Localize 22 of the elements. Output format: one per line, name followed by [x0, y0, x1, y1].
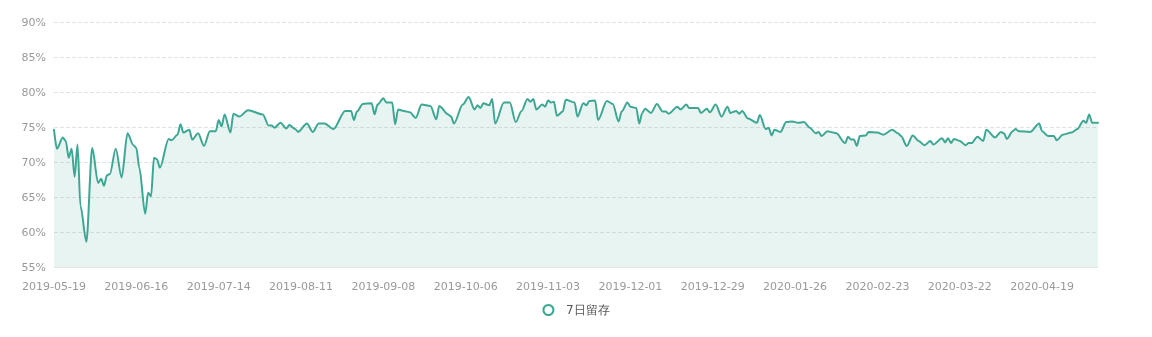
x-tick-label: 2019-05-19 [22, 280, 86, 293]
y-tick-label: 80% [21, 85, 46, 99]
x-tick-label: 2020-03-22 [927, 280, 992, 293]
y-tick-label: 55% [21, 260, 46, 274]
x-tick-label: 2019-12-29 [680, 280, 745, 293]
y-tick-label: 75% [21, 120, 46, 134]
x-tick-label: 2019-07-14 [186, 280, 251, 293]
x-tick-label: 2020-02-23 [845, 280, 910, 293]
y-tick-label: 90% [21, 15, 46, 29]
y-tick-label: 60% [21, 225, 46, 239]
x-tick-label: 2019-12-01 [598, 280, 663, 293]
x-tick-label: 2019-11-03 [516, 280, 581, 293]
x-tick-label: 2019-06-16 [104, 280, 169, 293]
x-tick-label: 2020-04-19 [1010, 280, 1075, 293]
legend-label: 7日留存 [565, 303, 610, 317]
x-tick-label: 2019-08-11 [269, 280, 333, 293]
y-tick-label: 70% [21, 155, 46, 169]
x-tick-label: 2020-01-26 [763, 280, 828, 293]
y-tick-label: 85% [21, 50, 46, 64]
x-tick-label: 2019-09-08 [351, 280, 416, 293]
y-tick-label: 65% [21, 190, 46, 204]
x-tick-label: 2019-10-06 [433, 280, 498, 293]
